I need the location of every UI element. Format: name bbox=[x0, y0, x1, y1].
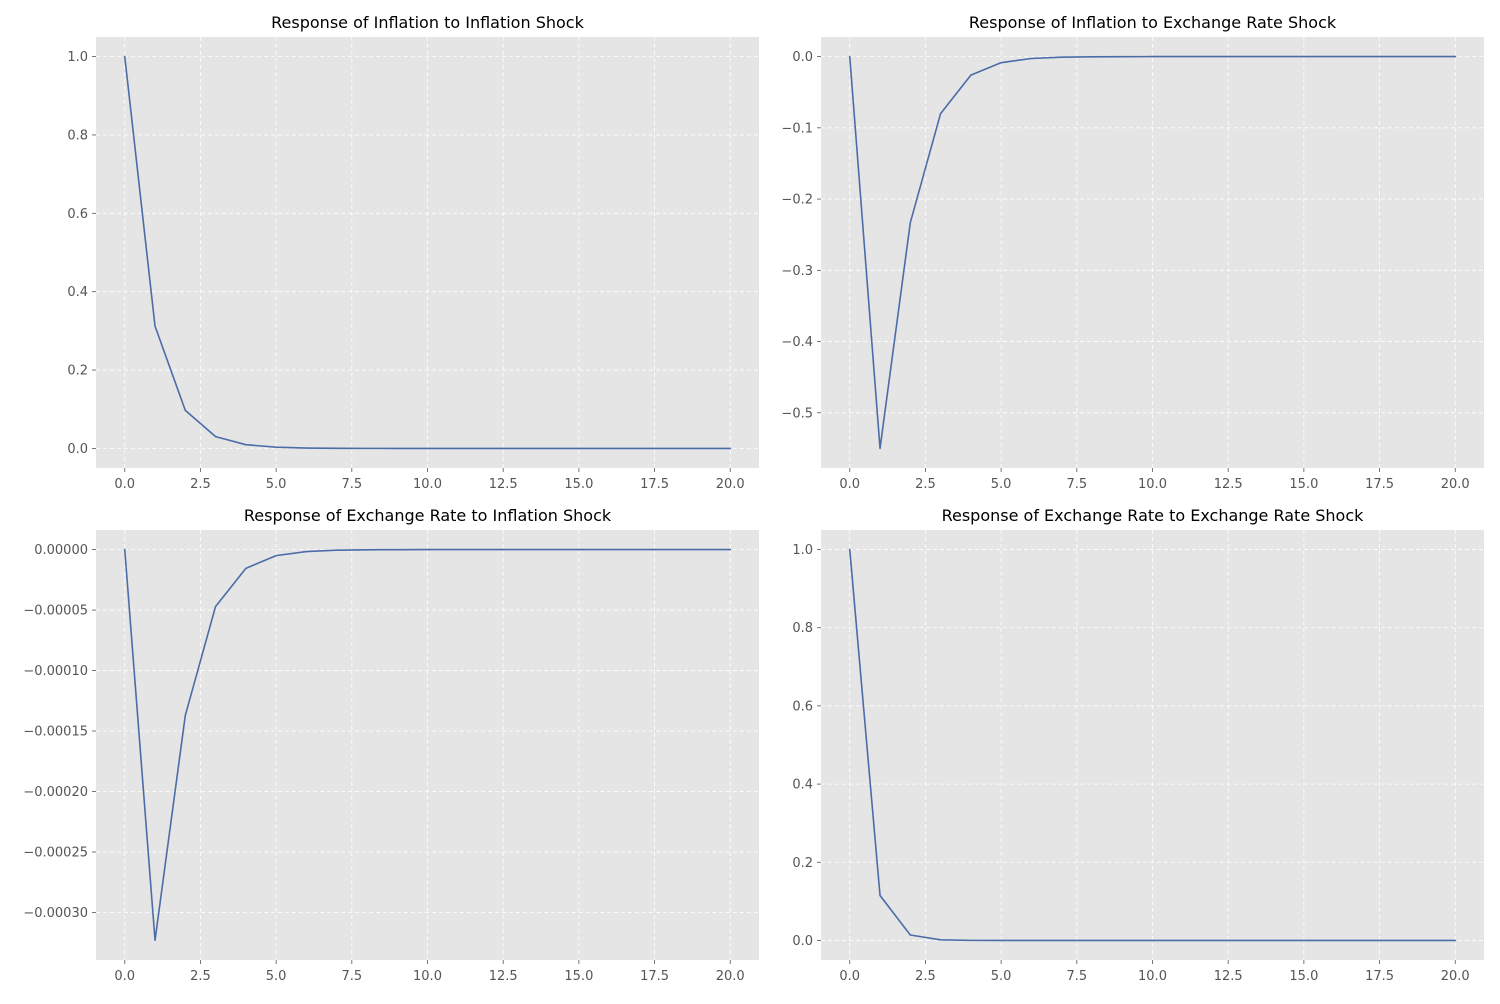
x-tick-label: 0.0 bbox=[114, 477, 135, 492]
x-tick-label: 12.5 bbox=[489, 477, 518, 492]
y-tick-label: 1.0 bbox=[67, 50, 88, 65]
x-tick-label: 0.0 bbox=[114, 969, 135, 984]
x-tick-label: 7.5 bbox=[341, 969, 362, 984]
x-tick-label: 20.0 bbox=[716, 477, 745, 492]
chart-panel-3: 0.0 2.5 5.0 7.5 10.0 12.5 15.0 17.5 20.0 0.00000 −… bbox=[23, 506, 759, 984]
y-tick-label: −0.00010 bbox=[23, 664, 88, 679]
x-tick-label: 10.0 bbox=[1138, 969, 1167, 984]
x-tick-label: 15.0 bbox=[564, 969, 593, 984]
y-tick-label: −0.00030 bbox=[23, 906, 88, 921]
x-tick-label: 10.0 bbox=[1138, 477, 1167, 492]
chart-title: Response of Exchange Rate to Exchange Ra… bbox=[942, 506, 1365, 525]
x-tick-label: 20.0 bbox=[1441, 969, 1470, 984]
y-tick-label: 1.0 bbox=[792, 543, 813, 558]
x-tick-label: 2.5 bbox=[190, 969, 211, 984]
y-tick-label: 0.2 bbox=[67, 364, 88, 379]
chart-title: Response of Inflation to Exchange Rate S… bbox=[969, 13, 1337, 32]
x-tick-label: 5.0 bbox=[266, 969, 287, 984]
y-tick-label: −0.1 bbox=[781, 121, 813, 136]
chart-panel-4: 0.0 2.5 5.0 7.5 10.0 12.5 15.0 17.5 20.0 0.0 0.2 0.… bbox=[792, 506, 1484, 984]
y-tick-label: 0.6 bbox=[792, 699, 813, 714]
y-tick-label: 0.0 bbox=[792, 934, 813, 949]
x-tick-label: 17.5 bbox=[640, 969, 669, 984]
y-tick-label: −0.00005 bbox=[23, 604, 88, 619]
y-tick-label: −0.4 bbox=[781, 335, 813, 350]
x-tick-label: 15.0 bbox=[1289, 969, 1318, 984]
y-tick-label: 0.0 bbox=[67, 442, 88, 457]
y-tick-label: 0.8 bbox=[792, 621, 813, 636]
series-line-1 bbox=[848, 55, 1457, 450]
x-tick-label: 2.5 bbox=[190, 477, 211, 492]
x-tick-label: 7.5 bbox=[1066, 477, 1087, 492]
x-tick-label: 5.0 bbox=[991, 969, 1012, 984]
y-tick-label: 0.8 bbox=[67, 128, 88, 143]
x-tick-label: 2.5 bbox=[915, 477, 936, 492]
x-tick-label: 7.5 bbox=[341, 477, 362, 492]
y-tick-label: −0.5 bbox=[781, 406, 813, 421]
x-tick-label: 10.0 bbox=[413, 477, 442, 492]
y-tick-label: 0.6 bbox=[67, 207, 88, 222]
x-tick-label: 15.0 bbox=[564, 477, 593, 492]
y-tick-label: −0.00020 bbox=[23, 785, 88, 800]
x-tick-label: 2.5 bbox=[915, 969, 936, 984]
x-tick-label: 15.0 bbox=[1289, 477, 1318, 492]
y-tick-label: −0.3 bbox=[781, 264, 813, 279]
x-tick-label: 10.0 bbox=[413, 969, 442, 984]
chart-title: Response of Exchange Rate to Inflation S… bbox=[244, 506, 612, 525]
chart-title: Response of Inflation to Inflation Shock bbox=[271, 13, 584, 32]
x-tick-label: 5.0 bbox=[991, 477, 1012, 492]
chart-panel-2: 0.0 2.5 5.0 7.5 10.0 12.5 15.0 17.5 20.0 0.0 −0.1 −… bbox=[781, 13, 1484, 492]
x-tick-label: 17.5 bbox=[640, 477, 669, 492]
x-tick-label: 0.0 bbox=[839, 969, 860, 984]
y-tick-label: 0.2 bbox=[792, 856, 813, 871]
series-line-1 bbox=[123, 548, 732, 942]
series-line-1 bbox=[848, 548, 1457, 942]
y-tick-label: 0.00000 bbox=[34, 543, 88, 558]
y-tick-label: −0.00015 bbox=[23, 725, 88, 740]
y-tick-label: −0.00025 bbox=[23, 845, 88, 860]
x-tick-label: 17.5 bbox=[1365, 477, 1394, 492]
y-tick-label: −0.2 bbox=[781, 193, 813, 208]
chart-panel-1: 0.0 2.5 5.0 7.5 10.0 12.5 15.0 17.5 20.0 0.0 0.2 0.… bbox=[67, 13, 759, 492]
y-tick-label: 0.4 bbox=[792, 778, 813, 793]
x-tick-label: 20.0 bbox=[1441, 477, 1470, 492]
y-tick-label: 0.0 bbox=[792, 50, 813, 65]
x-tick-label: 5.0 bbox=[266, 477, 287, 492]
y-tick-label: 0.4 bbox=[67, 285, 88, 300]
x-tick-label: 0.0 bbox=[839, 477, 860, 492]
x-tick-label: 7.5 bbox=[1066, 969, 1087, 984]
x-tick-label: 12.5 bbox=[1214, 969, 1243, 984]
series-line-1 bbox=[123, 55, 732, 450]
x-tick-label: 20.0 bbox=[716, 969, 745, 984]
x-tick-label: 12.5 bbox=[1214, 477, 1243, 492]
x-tick-label: 12.5 bbox=[489, 969, 518, 984]
x-tick-label: 17.5 bbox=[1365, 969, 1394, 984]
